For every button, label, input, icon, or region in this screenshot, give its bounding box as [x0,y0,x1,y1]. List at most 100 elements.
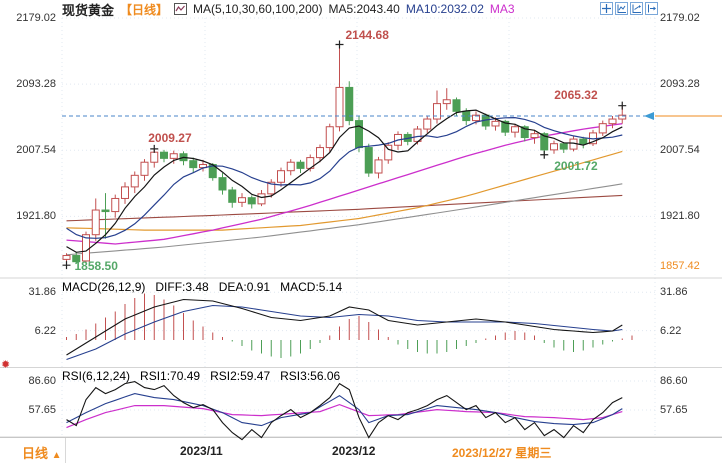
rsi1-value: RSI1:70.49 [140,369,201,383]
candle-body [559,143,568,150]
axis-label: 31.86 [28,286,56,299]
axis-label: 2007.54 [660,144,700,157]
candle-body [491,120,500,127]
price-marker-cross [62,261,71,270]
series-line [66,150,623,231]
macd-header: MACD(26,12,9) DIFF:3.48 DEA:0.91 MACD:5.… [62,280,342,294]
rsi3-value: RSI3:56.06 [280,369,341,383]
candle-body [169,153,178,159]
candle-body [520,126,529,139]
axis-label: 2093.28 [660,78,700,91]
chart-arrow-icon[interactable] [630,2,643,15]
candle-body [72,255,81,263]
candle-body [257,193,266,205]
price-annotation: 2144.68 [345,28,389,43]
candle-body [472,114,480,122]
period-tab-daily[interactable]: 日线 ▲ [22,443,62,462]
candle-body [101,209,110,213]
candle-body [579,138,588,145]
candle-body [91,209,100,236]
price-annotation: 2009.27 [148,130,192,145]
series-line [66,298,623,356]
chevron-up-icon: ▲ [51,450,62,461]
series-line [66,123,623,245]
axis-label: 57.65 [28,403,56,416]
indicator-flag-icon[interactable]: ✹ [1,359,11,371]
candle-body [511,126,519,133]
candle-body [82,234,90,262]
price-annotation: 2001.72 [554,158,598,173]
candle-body [364,147,373,174]
symbol-name: 现货黄金 [62,2,115,18]
page-forward-icon[interactable] [645,2,658,15]
candle-body [501,120,510,133]
candle-body [218,177,227,191]
axis-label: 2179.02 [16,12,56,24]
series-line [66,109,623,253]
axis-label: 1921.80 [660,210,700,223]
diff-value: DIFF:3.48 [155,280,209,294]
ma10-value: MA10:2032.02 [405,2,484,16]
price-marker-cross [618,101,627,110]
series-line [66,194,623,222]
macd-value: MACD:5.14 [280,280,343,294]
candle-body [530,133,539,139]
price-annotation: 2065.32 [554,87,598,102]
chart-header: 现货黄金 【日线】 MA(5,10,30,60,100,200) MA5:204… [62,1,515,18]
candle-body [608,118,617,125]
ma30-value: MA3 [489,2,515,16]
candle-body [296,161,305,169]
rsi-title: RSI(6,12,24) [62,369,131,383]
axis-label: 1921.80 [16,210,56,223]
ma5-value: MA5:2043.40 [328,2,400,16]
axis-label: 2093.28 [16,78,56,91]
price-annotation: 1858.50 [74,259,118,274]
price-marker-cross [150,144,159,153]
period-tag: 【日线】 [120,2,169,17]
candle-body [452,99,461,112]
candle-body [150,151,159,163]
chart-axis-icon[interactable] [615,2,628,15]
candle-body [325,126,334,149]
selected-date-label: 2023/12/27 星期三 [452,446,552,460]
series-line [66,403,623,429]
candle-body [121,186,129,199]
candle-body [286,161,295,172]
series-line [66,304,623,361]
kline-chart-icon [174,3,188,15]
candle-body [140,161,149,176]
price-line-arrow [644,111,654,120]
time-axis-bar: 日线 ▲ 2023/11 2023/12 2023/12/27 星期三 [0,437,722,463]
candle-body [433,103,441,120]
series-line [66,381,623,441]
axis-label: 6.22 [34,324,56,337]
ma-group-label: MA(5,10,30,60,100,200) [193,2,323,16]
candle-body [130,174,139,188]
dea-value: DEA:0.91 [218,280,271,294]
period-tab-label: 日线 [22,446,49,461]
candle-body [267,181,276,195]
candle-body [277,170,285,183]
candle-body [423,118,432,130]
candle-body [550,143,558,151]
candle-body [374,159,383,174]
series-line [66,183,623,256]
crosshair-icon[interactable] [600,2,613,15]
axis-label: 2007.54 [16,144,56,157]
axis-label: 6.22 [660,324,682,337]
price-marker-cross [335,40,344,49]
candle-body [345,86,354,122]
price-marker-cross [540,150,549,159]
candle-body [247,197,256,205]
axis-label: 2179.02 [660,12,700,24]
axis-label: 31.86 [660,286,688,299]
candle-body [355,120,363,149]
candle-body [618,114,627,120]
series-line [66,116,623,239]
candle-body [160,151,168,159]
axis-label: 57.65 [660,403,688,416]
axis-label: 86.60 [28,375,56,387]
macd-title: MACD(26,12,9) [62,280,146,294]
